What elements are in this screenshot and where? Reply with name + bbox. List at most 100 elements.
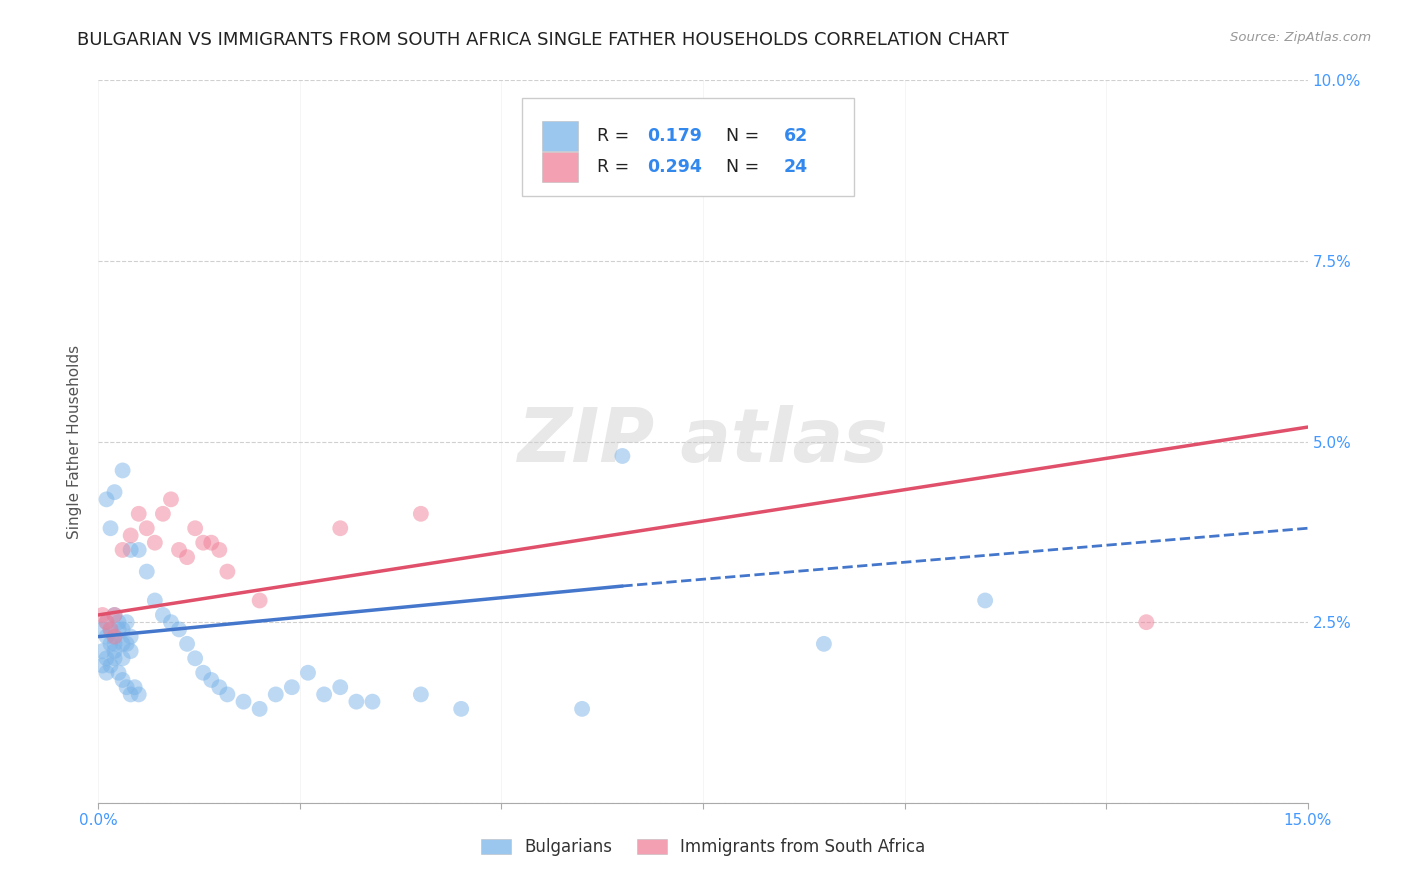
Point xyxy=(160,615,183,630)
Point xyxy=(152,507,174,521)
Point xyxy=(103,637,125,651)
Point xyxy=(96,492,118,507)
Point xyxy=(100,623,122,637)
Point xyxy=(111,542,134,557)
FancyBboxPatch shape xyxy=(543,121,578,152)
Point xyxy=(111,651,134,665)
Point xyxy=(128,687,150,701)
Text: ZIP atlas: ZIP atlas xyxy=(517,405,889,478)
Point xyxy=(329,521,352,535)
Point xyxy=(111,623,134,637)
Text: R =: R = xyxy=(596,158,634,176)
Point xyxy=(344,695,367,709)
Point xyxy=(96,615,118,630)
Point xyxy=(152,607,174,622)
Point xyxy=(176,637,198,651)
Point xyxy=(200,535,222,549)
Point xyxy=(103,485,125,500)
Point xyxy=(103,644,125,658)
Point xyxy=(128,507,150,521)
Legend: Bulgarians, Immigrants from South Africa: Bulgarians, Immigrants from South Africa xyxy=(474,831,932,863)
Point xyxy=(100,658,122,673)
Point xyxy=(281,680,304,694)
Point xyxy=(232,695,254,709)
Point xyxy=(135,565,157,579)
Point xyxy=(120,687,142,701)
Text: N =: N = xyxy=(716,128,765,145)
Point xyxy=(571,702,593,716)
Point xyxy=(167,623,190,637)
Point xyxy=(103,651,125,665)
Point xyxy=(160,492,183,507)
Point xyxy=(120,542,142,557)
Point xyxy=(115,680,138,694)
Point xyxy=(217,687,239,701)
Point xyxy=(135,521,157,535)
FancyBboxPatch shape xyxy=(522,98,855,196)
Point xyxy=(184,521,207,535)
Point xyxy=(208,542,231,557)
Point xyxy=(217,565,239,579)
Point xyxy=(107,623,129,637)
Point xyxy=(208,680,231,694)
Point xyxy=(193,665,215,680)
Point xyxy=(115,615,138,630)
Point xyxy=(103,630,125,644)
Text: 24: 24 xyxy=(785,158,808,176)
Point xyxy=(813,637,835,651)
Point xyxy=(107,615,129,630)
Point xyxy=(143,535,166,549)
Point xyxy=(111,463,134,477)
Point xyxy=(107,665,129,680)
FancyBboxPatch shape xyxy=(543,152,578,182)
Point xyxy=(100,623,122,637)
Point xyxy=(91,658,114,673)
Point xyxy=(103,630,125,644)
Point xyxy=(115,637,138,651)
Point xyxy=(91,623,114,637)
Point xyxy=(176,550,198,565)
Point xyxy=(409,507,432,521)
Point xyxy=(103,607,125,622)
Point xyxy=(111,637,134,651)
Point xyxy=(612,449,634,463)
Point xyxy=(200,673,222,687)
Point xyxy=(120,630,142,644)
Point xyxy=(100,637,122,651)
Point xyxy=(193,535,215,549)
Point xyxy=(249,593,271,607)
Text: BULGARIAN VS IMMIGRANTS FROM SOUTH AFRICA SINGLE FATHER HOUSEHOLDS CORRELATION C: BULGARIAN VS IMMIGRANTS FROM SOUTH AFRIC… xyxy=(77,31,1010,49)
Point xyxy=(314,687,336,701)
Point xyxy=(100,521,122,535)
Point xyxy=(120,528,142,542)
Point xyxy=(450,702,472,716)
Text: R =: R = xyxy=(596,128,634,145)
Point xyxy=(167,542,190,557)
Point xyxy=(1135,615,1157,630)
Point xyxy=(91,607,114,622)
Point xyxy=(184,651,207,665)
Point xyxy=(361,695,384,709)
Point xyxy=(124,680,146,694)
Point xyxy=(143,593,166,607)
Point xyxy=(329,680,352,694)
Point xyxy=(974,593,997,607)
Point xyxy=(111,673,134,687)
Text: Source: ZipAtlas.com: Source: ZipAtlas.com xyxy=(1230,31,1371,45)
Text: 0.179: 0.179 xyxy=(647,128,702,145)
Text: 62: 62 xyxy=(785,128,808,145)
Point xyxy=(96,630,118,644)
Point xyxy=(264,687,287,701)
Point xyxy=(91,644,114,658)
Point xyxy=(128,542,150,557)
Text: 0.294: 0.294 xyxy=(647,158,702,176)
Point xyxy=(96,651,118,665)
Point xyxy=(249,702,271,716)
Point xyxy=(96,665,118,680)
Point xyxy=(297,665,319,680)
Point xyxy=(120,644,142,658)
Text: N =: N = xyxy=(716,158,765,176)
Point xyxy=(103,607,125,622)
Point xyxy=(409,687,432,701)
Point xyxy=(96,615,118,630)
